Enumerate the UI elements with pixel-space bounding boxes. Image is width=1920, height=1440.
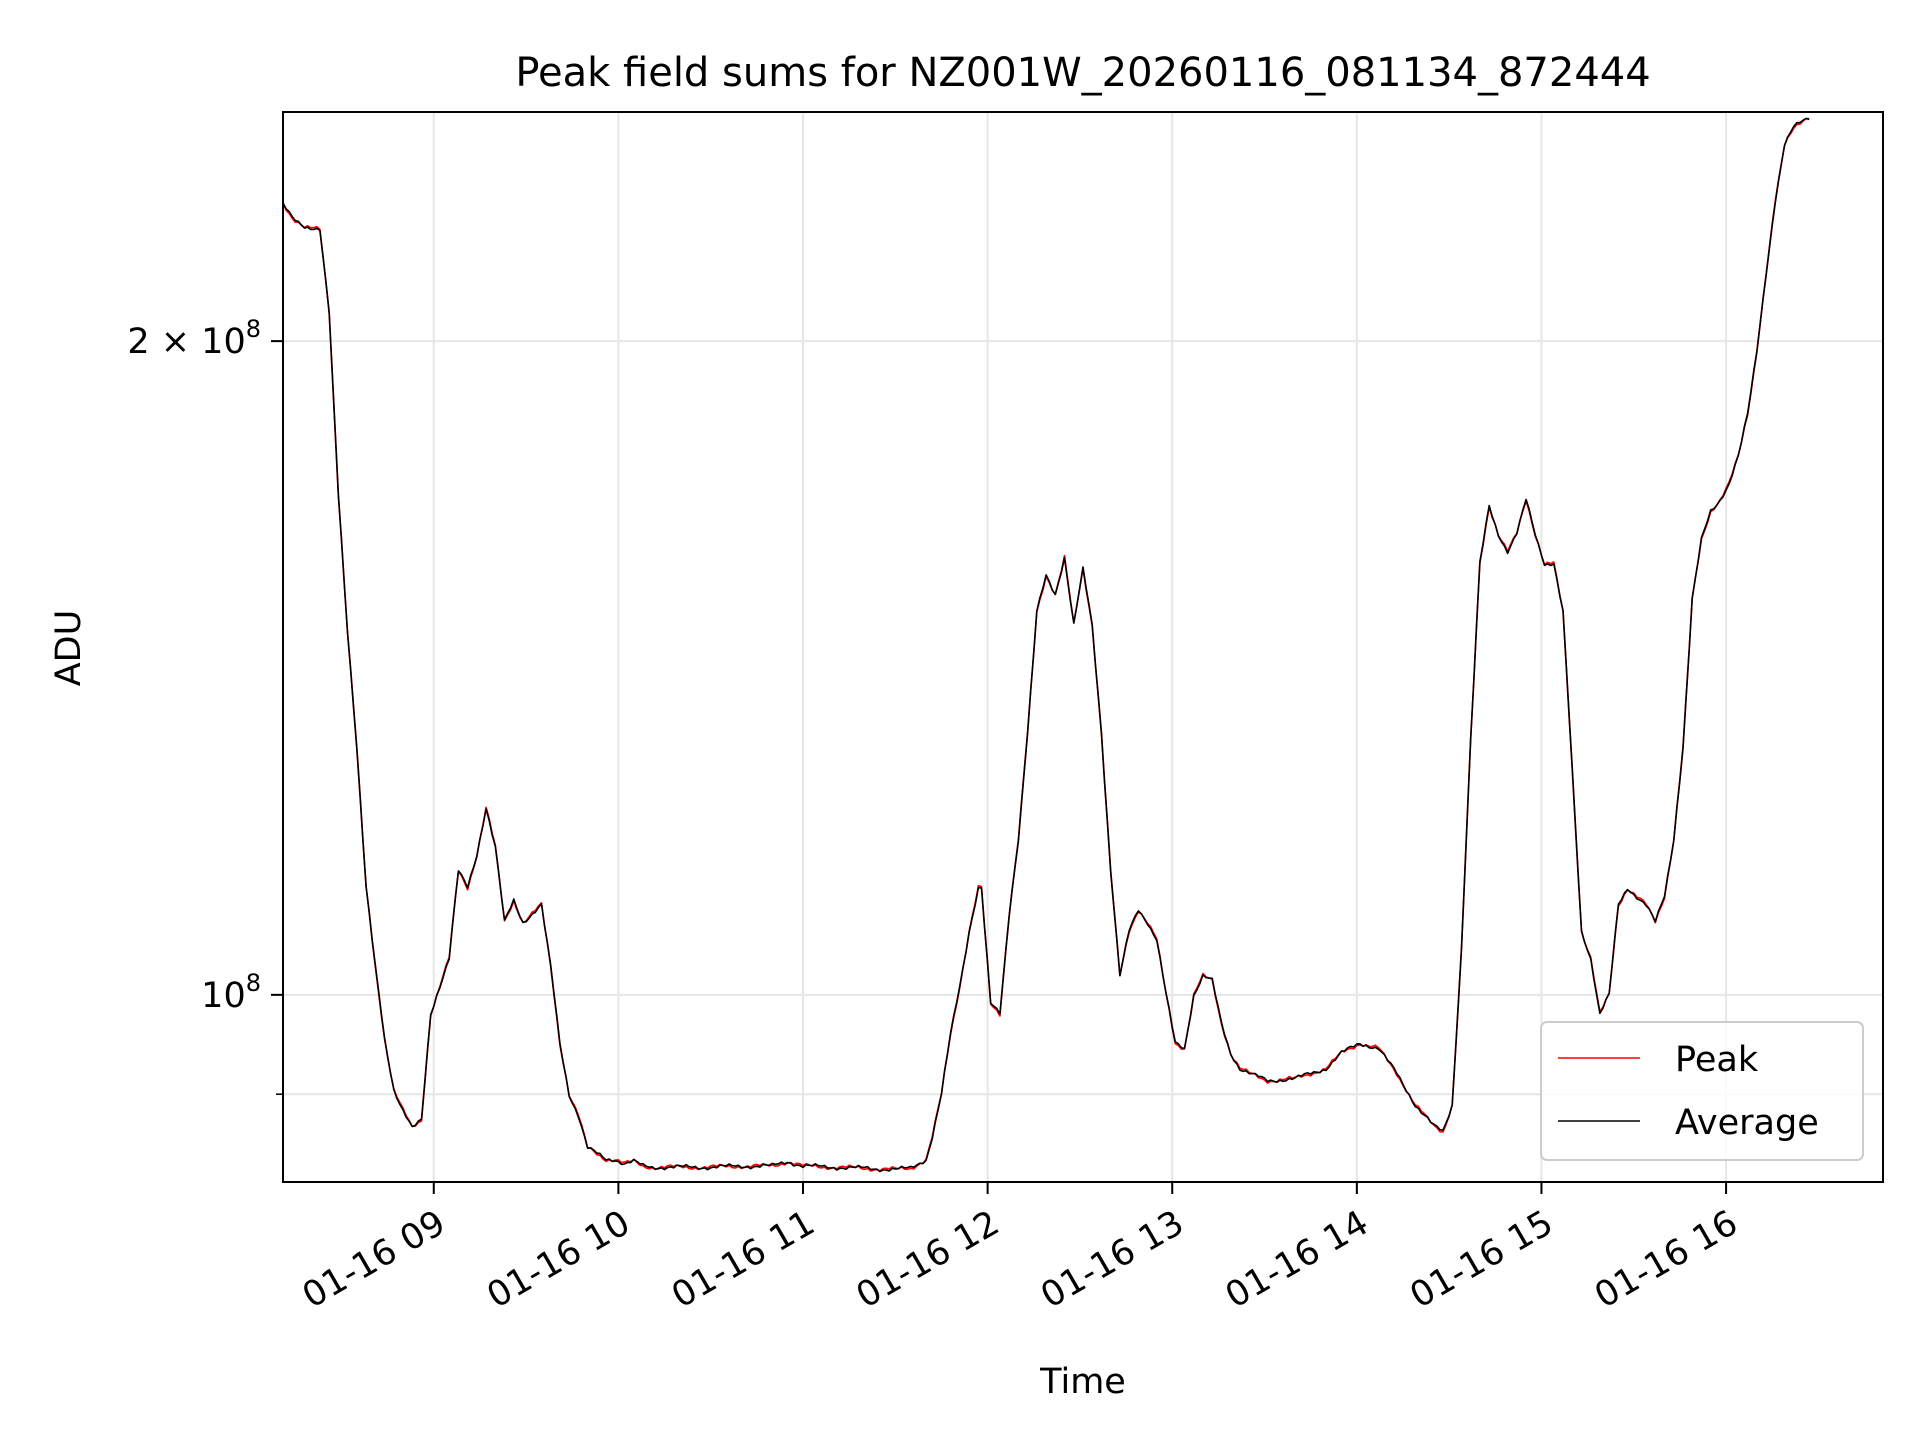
legend-peak-label: Peak [1675, 1040, 1759, 1080]
legend: Peak Average [1540, 1021, 1864, 1161]
legend-average-label: Average [1675, 1103, 1819, 1143]
chart-title: Peak field sums for NZ001W_20260116_0811… [515, 50, 1650, 96]
series-layer [282, 117, 1810, 1173]
y-tick-label: 108 [201, 969, 261, 1016]
legend-box [1540, 1021, 1864, 1161]
y-axis: 108 2 × 108 [127, 315, 283, 1095]
y-axis-label: ADU [49, 610, 89, 687]
series-line-average [282, 117, 1810, 1173]
y-tick-label: 2 × 108 [127, 315, 261, 362]
plot-frame [282, 111, 1884, 1183]
x-axis-label: Time [1039, 1362, 1126, 1402]
